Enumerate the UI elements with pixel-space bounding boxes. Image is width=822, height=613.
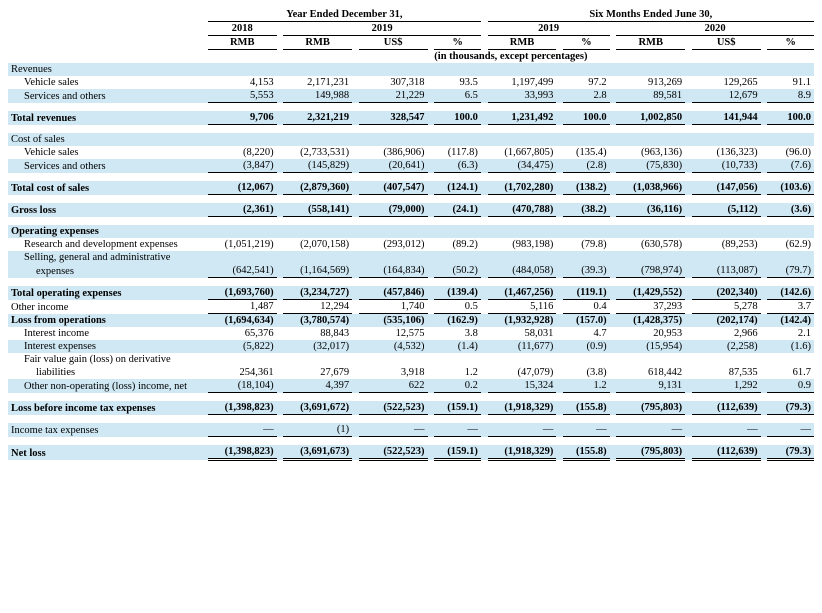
row-total-opex: Total operating expenses (1,693,760) (3,… [8,286,814,300]
row-vehicle-sales: Vehicle sales 4,153 2,171,231 307,318 93… [8,76,814,89]
row-services-others: Services and others 5,553 149,988 21,229… [8,89,814,103]
sec-opex: Operating expenses [8,225,814,238]
spacer [8,195,814,204]
row-sga-2: expenses (642,541) (1,164,569) (164,834)… [8,264,814,278]
hdr-2019h: 2019 [488,22,610,36]
spacer [8,437,814,446]
row-gross-loss: Gross loss (2,361) (558,141) (79,000) (2… [8,203,814,217]
row-other-nonop: Other non-operating (loss) income, net (… [8,379,814,393]
row-cos-services: Services and others (3,847) (145,829) (2… [8,159,814,173]
hdr-year: Year Ended December 31, [208,8,481,22]
row-tax: Income tax expenses — (1) — — — — — — — [8,423,814,437]
financial-table: Year Ended December 31, Six Months Ended… [8,8,814,461]
header-years: 2018 2019 2019 2020 [8,22,814,36]
spacer [8,125,814,134]
row-loss-pretax: Loss before income tax expenses (1,398,8… [8,401,814,415]
hdr-2018: 2018 [208,22,277,36]
sec-revenues: Revenues [8,63,814,76]
row-int-income: Interest income 65,376 88,843 12,575 3.8… [8,327,814,340]
u6: % [563,36,610,50]
row-other-income: Other income 1,487 12,294 1,740 0.5 5,11… [8,300,814,314]
row-rd: Research and development expenses (1,051… [8,238,814,251]
u8: US$ [692,36,761,50]
header-note: (in thousands, except percentages) [8,50,814,64]
spacer [8,278,814,287]
row-total-revenues: Total revenues 9,706 2,321,219 328,547 1… [8,111,814,125]
row-fv-1: Fair value gain (loss) on derivative [8,353,814,366]
u3: US$ [359,36,428,50]
u4: % [434,36,481,50]
sec-cos: Cost of sales [8,133,814,146]
row-cos-vehicle: Vehicle sales (8,220) (2,733,531) (386,9… [8,146,814,159]
hdr-2020h: 2020 [616,22,814,36]
spacer [8,173,814,182]
hdr-2019y: 2019 [283,22,481,36]
u1: RMB [208,36,277,50]
spacer [8,103,814,112]
spacer [8,217,814,226]
u7: RMB [616,36,685,50]
row-sga-1: Selling, general and administrative [8,251,814,264]
row-net-loss: Net loss (1,398,823) (3,691,673) (522,52… [8,445,814,460]
sec-revenues-label: Revenues [8,63,208,76]
u5: RMB [488,36,557,50]
row-loss-ops: Loss from operations (1,694,634) (3,780,… [8,314,814,328]
header-super: Year Ended December 31, Six Months Ended… [8,8,814,22]
hdr-six: Six Months Ended June 30, [488,8,814,22]
spacer [8,393,814,402]
u2: RMB [283,36,352,50]
u9: % [767,36,814,50]
header-units: RMB RMB US$ % RMB % RMB US$ % [8,36,814,50]
row-total-cos: Total cost of sales (12,067) (2,879,360)… [8,181,814,195]
note: (in thousands, except percentages) [208,50,814,64]
spacer [8,415,814,424]
row-fv-2: liabilities 254,361 27,679 3,918 1.2 (47… [8,366,814,379]
row-int-expense: Interest expenses (5,822) (32,017) (4,53… [8,340,814,353]
